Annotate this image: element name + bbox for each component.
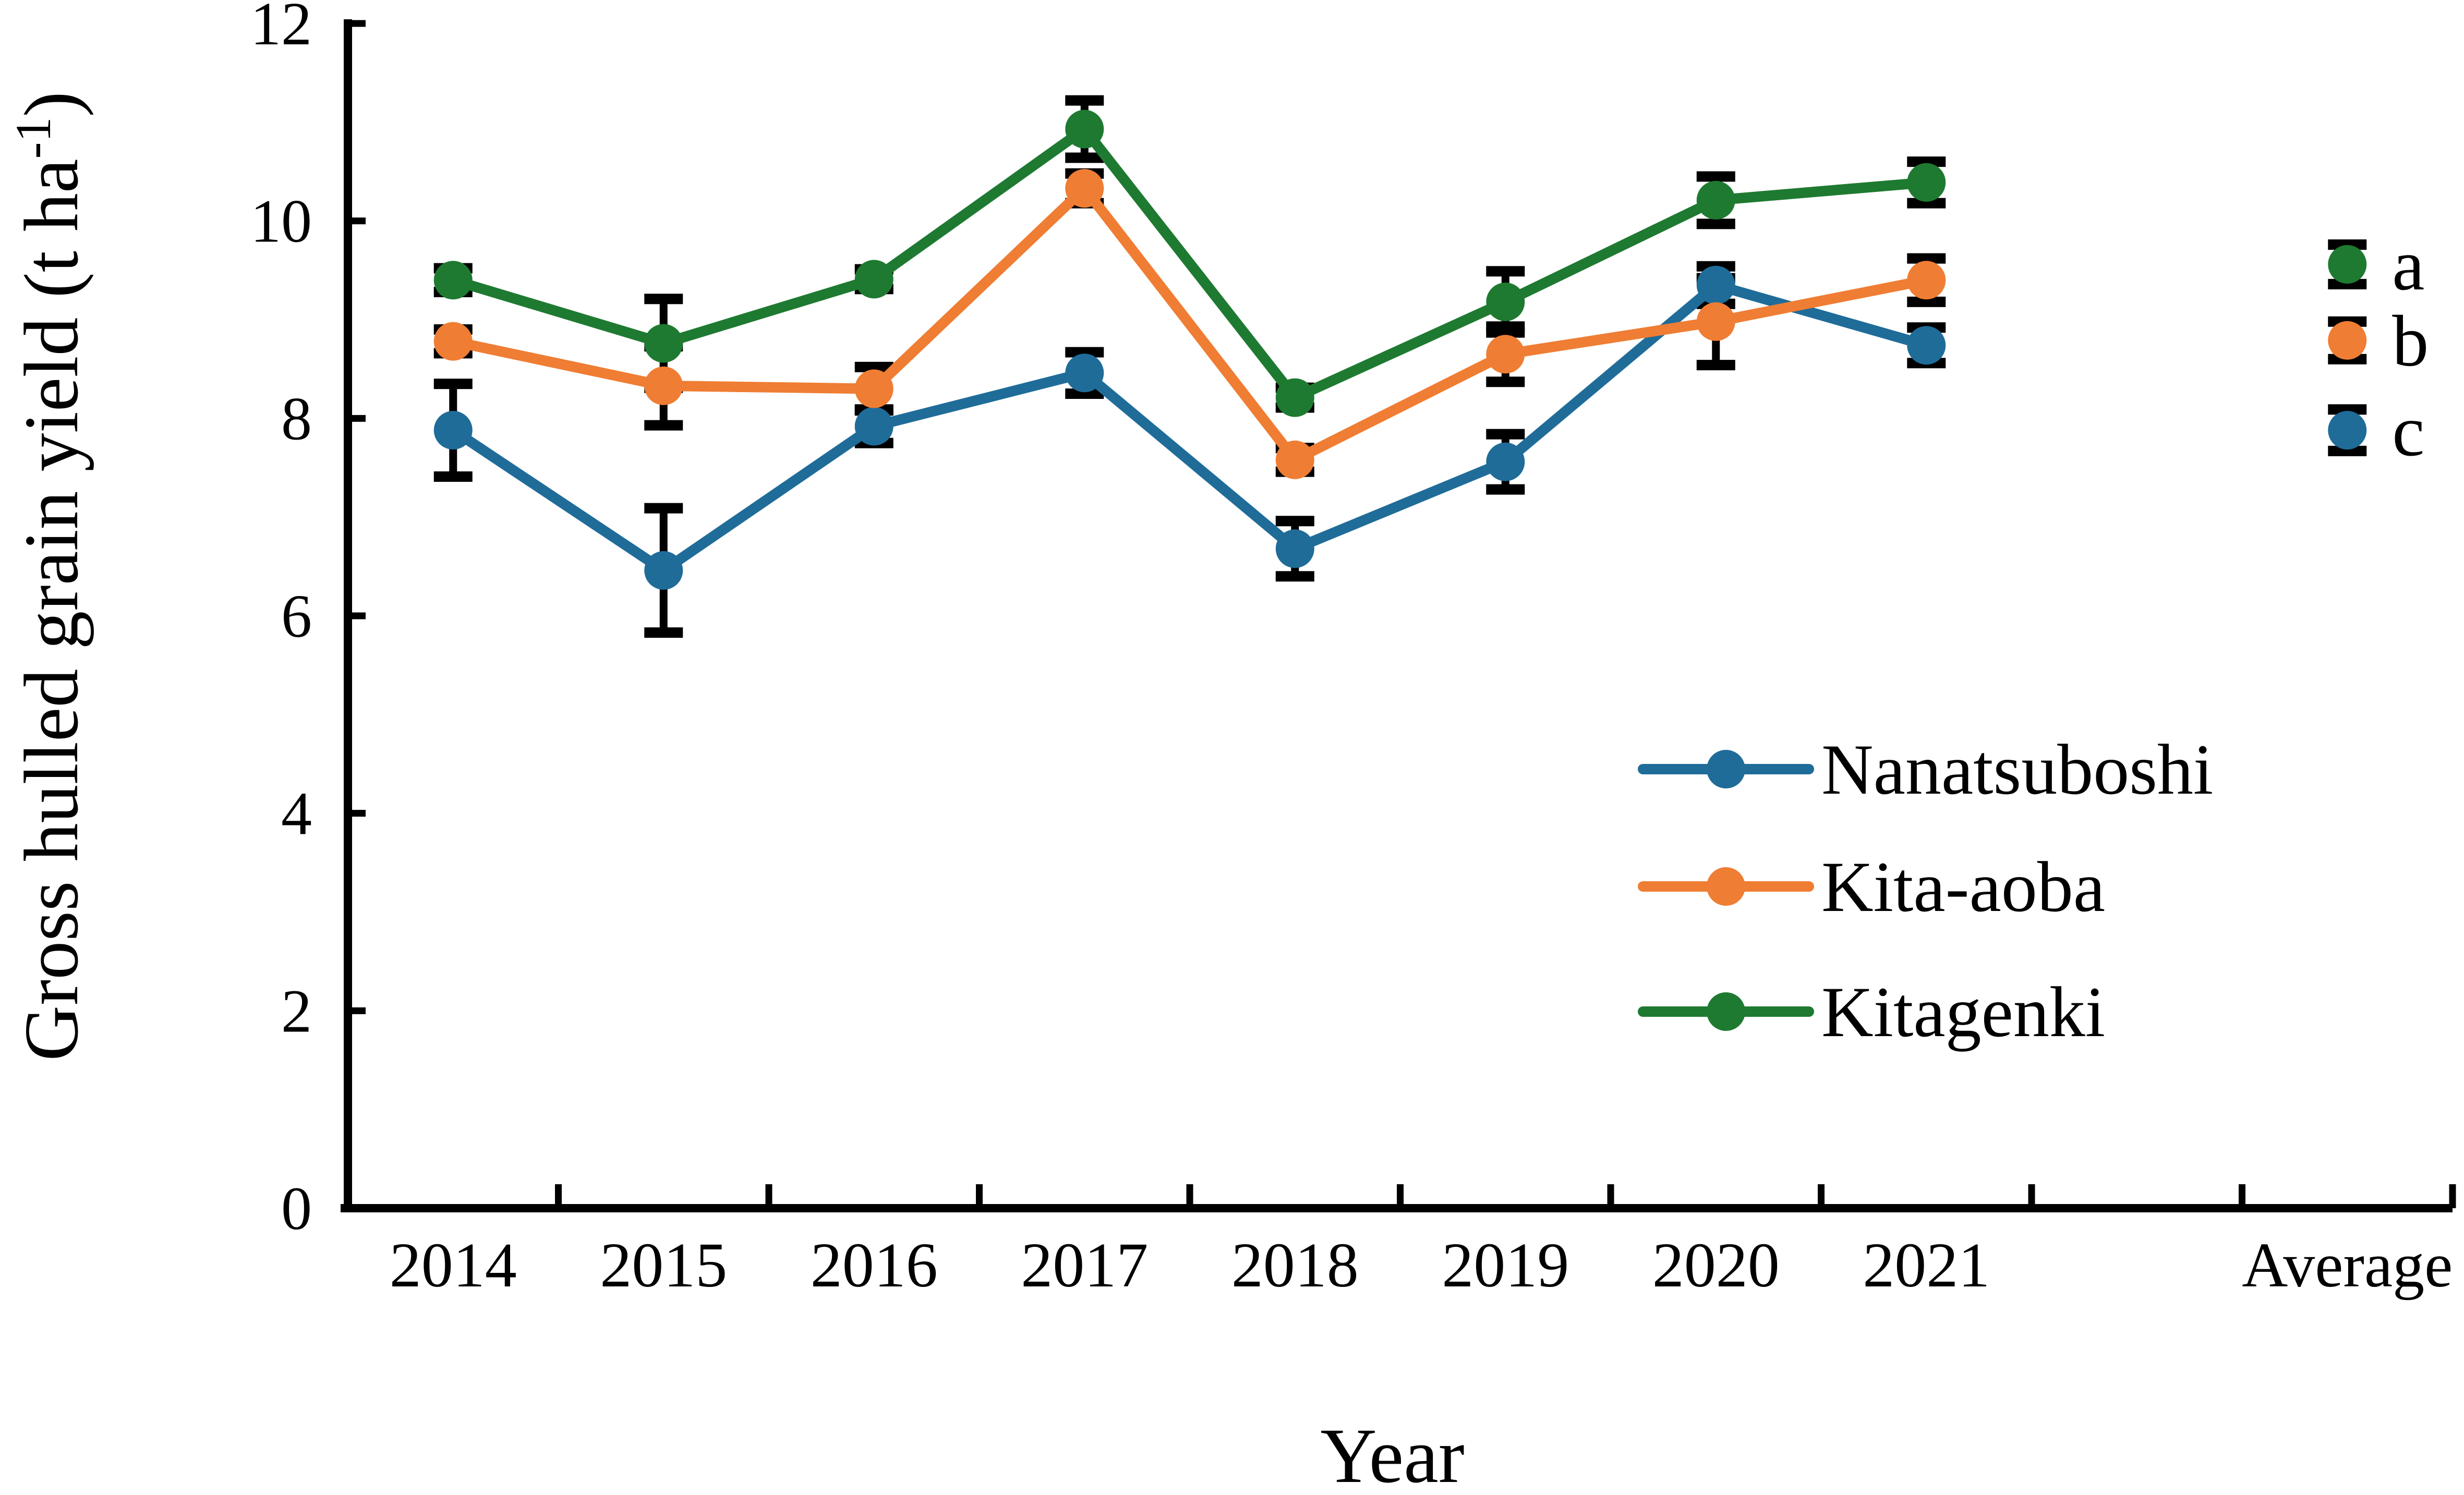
- series-line-nanatsuboshi: [448, 279, 1932, 576]
- x-tick-label: 2014: [390, 1230, 517, 1300]
- legend-marker: [1707, 750, 1745, 788]
- data-point-kitagenki: [644, 324, 683, 363]
- data-point-nanatsuboshi: [1696, 265, 1735, 305]
- data-point-nanatsuboshi: [1486, 442, 1525, 481]
- series-line-kitagenki: [448, 124, 1932, 403]
- x-axis-title: Year: [1320, 1413, 1464, 1495]
- y-tick-label: 2: [281, 977, 312, 1045]
- significance-letter-a: a: [2392, 225, 2424, 306]
- axes-group: 0 2 4 6 8 10 12 2014 2015 2016 2017 2018 2019 2020 202…: [5, 0, 2456, 1495]
- y-tick-label: 12: [250, 0, 312, 58]
- y-tick-label: 6: [281, 582, 312, 650]
- data-point-nanatsuboshi: [433, 411, 473, 450]
- legend-label: Kitagenki: [1821, 972, 2105, 1052]
- significance-letter-c: c: [2392, 391, 2424, 471]
- data-point-nanatsuboshi: [1275, 529, 1314, 568]
- x-tick-label: 2018: [1231, 1230, 1359, 1300]
- data-point-kitagenki: [854, 260, 893, 299]
- data-point-kita-aoba: [1065, 169, 1104, 208]
- series-markers-group: [433, 110, 2367, 590]
- y-axis-title: Gross hulled grain yield (t ha-1): [5, 91, 94, 1061]
- legend-item-kita-aoba: Kita-aoba: [1638, 847, 2105, 927]
- data-point-kitagenki: [433, 261, 473, 300]
- significance-letter-b: b: [2392, 301, 2429, 382]
- series-line-kita-aoba: [448, 183, 1932, 465]
- data-point-kita-aoba: [1275, 440, 1314, 479]
- data-point-kitagenki: [2328, 245, 2367, 284]
- data-point-nanatsuboshi: [1065, 354, 1104, 393]
- x-tick-label: 2017: [1021, 1230, 1148, 1300]
- data-point-kitagenki: [1696, 180, 1735, 220]
- significance-letters-group: cba: [2392, 225, 2429, 471]
- legend-item-kitagenki: Kitagenki: [1638, 972, 2105, 1052]
- series-lines-group: [448, 124, 1932, 576]
- legend-label: Nanatsuboshi: [1821, 730, 2213, 809]
- y-tick-label: 8: [281, 384, 312, 453]
- data-point-kita-aoba: [1486, 335, 1525, 374]
- legend-label: Kita-aoba: [1821, 847, 2105, 927]
- data-point-kita-aoba: [433, 322, 473, 361]
- legend-group: Nanatsuboshi Kita-aoba Kitagenki: [1638, 730, 2213, 1052]
- data-point-nanatsuboshi: [644, 551, 683, 590]
- x-tick-label: Average: [2242, 1230, 2453, 1300]
- data-point-kitagenki: [1065, 110, 1104, 149]
- x-tick-label: 2019: [1442, 1230, 1569, 1300]
- legend-marker: [1707, 867, 1745, 906]
- data-point-kita-aoba: [1907, 261, 1946, 300]
- x-tick-label: 2016: [811, 1230, 938, 1300]
- data-point-nanatsuboshi: [2328, 411, 2367, 450]
- y-tick-label: 4: [281, 780, 312, 848]
- x-tick-label: 2020: [1652, 1230, 1780, 1300]
- data-point-kitagenki: [1486, 282, 1525, 321]
- data-point-kitagenki: [1907, 163, 1946, 202]
- x-tick-label: 2021: [1863, 1230, 1990, 1300]
- legend-marker: [1707, 992, 1745, 1031]
- data-point-kita-aoba: [1696, 302, 1735, 341]
- data-point-nanatsuboshi: [1907, 326, 1946, 365]
- data-point-kita-aoba: [854, 369, 893, 408]
- x-tick-label: 2015: [600, 1230, 727, 1300]
- y-tick-label: 10: [250, 187, 312, 256]
- data-point-kitagenki: [1275, 378, 1314, 417]
- data-point-kita-aoba: [2328, 321, 2367, 360]
- data-point-nanatsuboshi: [854, 407, 893, 446]
- legend-item-nanatsuboshi: Nanatsuboshi: [1638, 730, 2213, 809]
- y-tick-label: 0: [281, 1174, 312, 1243]
- data-point-kita-aoba: [644, 366, 683, 405]
